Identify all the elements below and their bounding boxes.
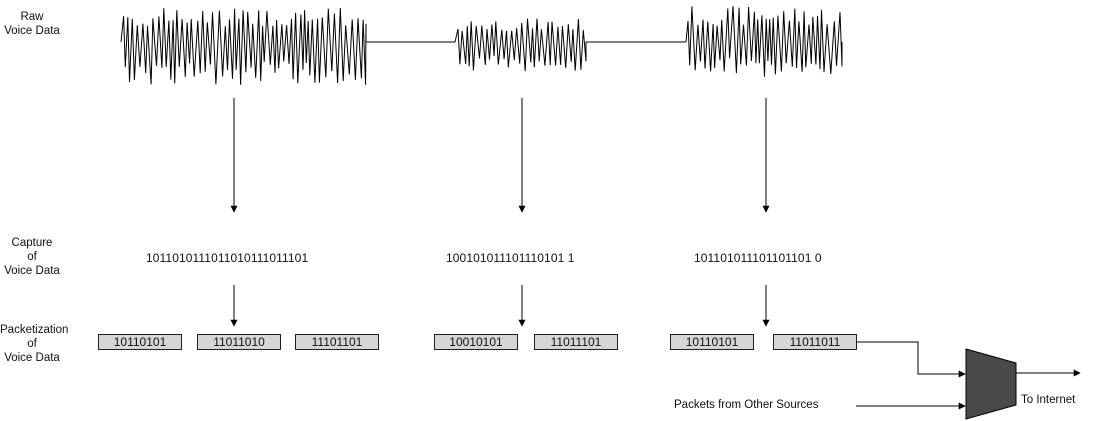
captured-bits-1: 1011010111011010111011101 [146,251,309,265]
multiplexer-shape [965,348,1017,420]
raw-voice-data-label: Raw Voice Data [2,10,62,38]
packet-2-2: 11011101 [534,334,618,350]
packet-3-1: 10110101 [670,334,754,350]
packetization-label-line-2: of [27,338,37,350]
other-sources-label: Packets from Other Sources [674,399,819,411]
raw-label-line-1: Raw [20,11,44,23]
packetization-label-line-1: Packetization [0,324,69,336]
packet-1-2: 11011010 [197,334,281,350]
capture-label-line-1: Capture [11,237,53,249]
to-internet-label: To Internet [1021,394,1076,406]
waveform-burst-1 [120,8,367,85]
captured-bits-2: 100101011101110101 1 [446,251,575,265]
waveform-burst-3 [685,6,843,77]
packet-to-mux-line [856,341,966,378]
packet-1-1: 10110101 [98,334,182,350]
capture-label-line-2: of [27,251,37,263]
waveform-burst-2 [454,18,587,72]
capture-label-line-3: Voice Data [4,265,60,277]
captured-bits-3: 101101011101101101 0 [694,251,822,265]
packet-3-2: 11011011 [773,334,857,350]
capture-voice-data-label: Capture of Voice Data [2,236,62,278]
packetization-label-line-3: Voice Data [4,352,60,364]
raw-voice-waveforms [120,6,843,85]
packet-1-3: 11101101 [295,334,379,350]
packetization-voice-data-label: Packetization of Voice Data [0,323,69,365]
packet-2-1: 10010101 [434,334,518,350]
raw-label-line-2: Voice Data [4,25,60,37]
